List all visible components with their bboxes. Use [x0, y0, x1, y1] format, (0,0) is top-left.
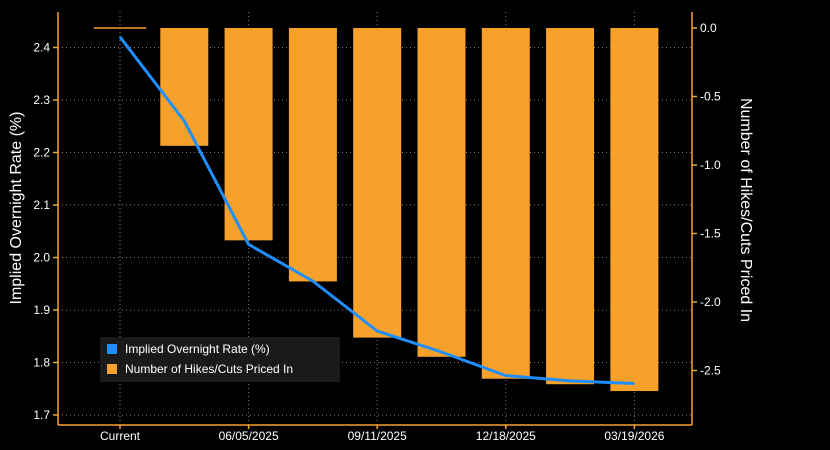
y-tick-label-right: -2.5	[700, 364, 721, 378]
bar-layer	[94, 27, 659, 392]
y-tick-label-left: 2.0	[33, 251, 50, 265]
legend-label-bar: Number of Hikes/Cuts Priced In	[125, 362, 293, 376]
y-tick-label-left: 1.8	[33, 356, 50, 370]
y-tick-label-left: 2.3	[33, 93, 50, 107]
y-tick-label-right: -1.0	[700, 158, 721, 172]
x-tick-label: 12/18/2025	[476, 429, 536, 443]
bar	[353, 28, 402, 338]
axis-layer: 2.4 2.3 2.2 2.1 2.0 1.9 1.8 1.7 0.0 -0.5 -1.0 -1.5 -…	[33, 12, 721, 443]
line-layer	[118, 36, 635, 385]
bar	[288, 28, 337, 282]
bar	[160, 28, 209, 146]
y-tick-label-right: 0.0	[700, 21, 717, 35]
bar	[610, 28, 659, 392]
y-axis-left-title: Implied Overnight Rate (%)	[8, 112, 25, 305]
legend-swatch-line	[107, 344, 117, 354]
legend: Implied Overnight Rate (%) Number of Hik…	[100, 337, 340, 382]
y-tick-label-left: 2.1	[33, 198, 50, 212]
legend-label-line: Implied Overnight Rate (%)	[125, 342, 270, 356]
bar	[224, 28, 273, 241]
x-tick-label: 06/05/2025	[219, 429, 279, 443]
y-tick-label-left: 1.7	[33, 408, 50, 422]
bar	[481, 28, 530, 379]
legend-swatch-bar	[107, 364, 117, 374]
y-tick-label-left: 2.4	[33, 41, 50, 55]
x-tick-label: 09/11/2025	[348, 429, 407, 443]
x-tick-label: Current	[100, 429, 141, 443]
y-tick-label-left: 2.2	[33, 146, 50, 160]
legend-box	[100, 337, 340, 382]
y-tick-label-right: -2.0	[700, 295, 721, 309]
y-tick-label-right: -0.5	[700, 90, 721, 104]
series-line	[118, 36, 635, 385]
bar	[546, 28, 595, 385]
y-tick-label-left: 1.9	[33, 303, 50, 317]
x-tick-label: 03/19/2026	[604, 429, 664, 443]
bar	[417, 28, 466, 357]
y-tick-label-right: -1.5	[700, 227, 721, 241]
y-axis-right-title: Number of Hikes/Cuts Priced In	[737, 98, 754, 322]
